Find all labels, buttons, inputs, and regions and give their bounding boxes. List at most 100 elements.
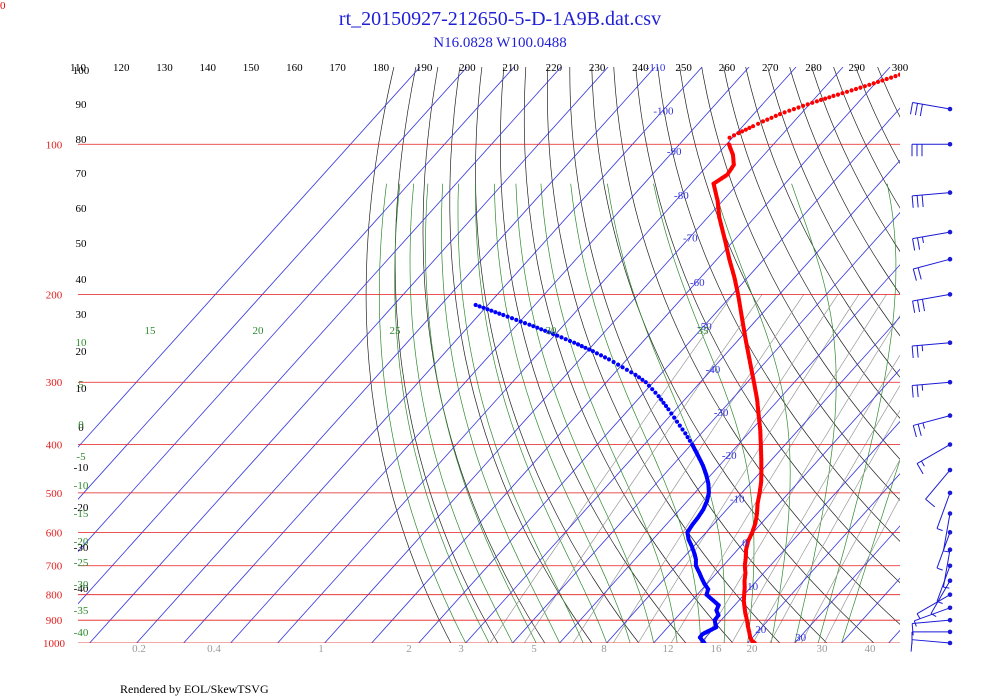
temperature-point [862,84,868,89]
wind-barb [910,639,953,652]
dry-adiabat-label: -20 [74,502,89,514]
dewpoint-point [505,314,510,319]
moist-adiabat-top-label: 25 [390,325,402,337]
dry-adiabat-label: 50 [76,238,88,250]
dewpoint-point [509,316,515,321]
wind-barb-half-flag [920,460,925,467]
isotherm-line [512,212,900,643]
moist-adiabat-top-label: 20 [253,325,265,337]
isotherm-line [89,67,609,643]
dry-adiabat-line [988,67,1000,643]
mixing-ratio-label: 30 [817,643,829,655]
wind-barb [910,101,953,117]
isotherm-label: -40 [706,364,721,376]
isotherm-label: -80 [674,190,689,202]
wind-barb-staff [912,101,951,110]
mixing-ratio-label: 5 [531,643,537,655]
isotherm-line [559,264,900,643]
isotherm-line [936,67,1000,643]
temperature-trace [711,72,900,643]
temperature-point [844,89,850,94]
dry-adiabat-line [966,67,1000,643]
moist-adiabat-line [540,183,678,643]
temperature-point [835,92,841,97]
dewpoint-point [616,362,621,367]
mixing-ratio-label: 20 [747,643,759,655]
mixing-ratio-label: 3 [458,643,464,655]
dewpoint-point [590,349,596,354]
moist-adiabat-line [841,458,900,643]
mixing-ratio-label: 16 [711,643,723,655]
grid-layer [78,67,1000,643]
dry-adiabat-line [855,67,900,165]
mixing-ratio-label: 8 [601,643,607,655]
isotherm-label: -110 [646,62,666,74]
temperature-point [796,105,801,110]
temperature-point [867,82,872,87]
dewpoint-point [677,423,682,428]
wind-barb-half-flag [943,586,950,589]
dewpoint-point [501,312,506,318]
moist-adiabat-line [475,183,607,643]
dry-adiabat-line [475,67,640,643]
temperature-point [849,88,854,93]
wind-barb-flag [911,385,914,398]
temperature-point [858,85,863,90]
wind-barb [912,413,953,438]
dewpoint-point [481,305,486,310]
isotherm-label: -30 [714,407,729,419]
moist-adiabat-line [409,183,513,643]
dry-adiabat-label: 30 [76,309,88,321]
dry-adiabat-line [833,67,900,209]
dry-adiabat-label: 60 [76,203,88,215]
moist-adiabat-top-label: 15 [145,325,157,337]
wind-barb [912,229,953,251]
temperature-point [731,133,737,138]
moist-adiabat-label: -25 [74,557,89,569]
dewpoint-point [543,328,548,333]
dewpoint-point [624,367,630,372]
dry-adiabat-label: 40 [76,274,88,286]
dewpoint-point [629,370,634,375]
wind-barb-half-flag [922,422,925,429]
corner-label: 0 [0,0,6,12]
top-kelvin-label: 270 [762,62,779,74]
temperature-point [773,113,778,118]
dewpoint-point [685,435,690,440]
moist-adiabat-label: -15 [74,508,89,520]
wind-barb-flag [916,195,919,208]
mixing-ratio-line [702,314,900,643]
wind-barb-staff [942,513,951,552]
top-kelvin-label: 200 [459,62,476,74]
moist-adiabat-line [441,183,560,643]
dry-adiabat-line [422,67,546,643]
wind-barb-staff [936,492,951,529]
wind-barb [916,442,953,475]
top-kelvin-label: 240 [632,62,649,74]
temperature-point [782,110,787,115]
dewpoint-point [531,324,536,329]
temperature-point [853,86,859,92]
temperature-point [827,95,832,100]
wind-barb-staff [913,258,951,270]
moist-adiabat-top-label: 30 [546,325,558,337]
temperature-point [787,108,792,113]
isobar-label: 500 [46,488,63,500]
isotherm-line [465,159,900,643]
isotherm-label: -10 [730,494,745,506]
wind-barb-staff [930,580,951,614]
wind-barb-column [910,101,953,652]
wind-barb-half-flag [921,345,924,352]
isotherm-line [78,67,421,448]
dry-adiabat-line [877,67,900,118]
isotherm-line [183,67,703,643]
isotherm-label: -90 [667,146,682,158]
temperature-point [823,96,828,101]
wind-barb-half-flag [930,613,937,618]
moist-adiabat-label: 10 [76,337,88,349]
wind-barb-flag [911,345,914,359]
dewpoint-point [674,419,680,424]
top-kelvin-label: 290 [848,62,865,74]
wind-barb-half-flag [936,528,943,532]
dewpoint-point [611,359,616,365]
